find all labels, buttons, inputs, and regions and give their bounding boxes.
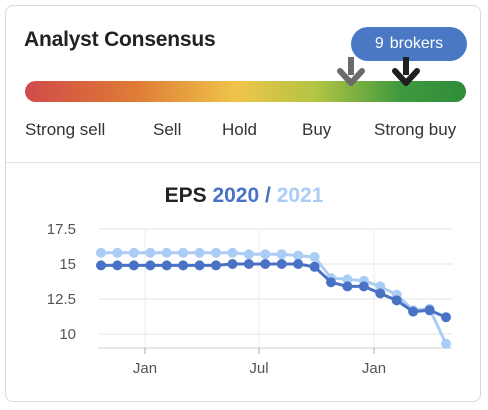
data-point-2021 — [276, 249, 287, 260]
data-point-2020 — [227, 259, 238, 269]
x-tick-label: Jul — [249, 360, 268, 377]
x-tick-label: Jan — [362, 360, 386, 377]
eps-title-separator: / — [259, 184, 277, 207]
y-tick-label: 10 — [59, 326, 76, 343]
data-point-2020 — [441, 312, 451, 323]
data-point-2020 — [358, 281, 369, 292]
data-point-2021 — [145, 247, 156, 258]
brokers-count: 9 — [374, 35, 384, 52]
brokers-label: brokers — [389, 35, 444, 52]
data-point-2020 — [128, 260, 139, 271]
y-tick-label: 17.5 — [47, 221, 76, 238]
data-point-2020 — [391, 295, 402, 306]
rating-label-sell: Sell — [153, 120, 182, 139]
brokers-badge[interactable]: 9 brokers — [351, 27, 467, 61]
current-rating-arrow-icon — [391, 55, 421, 89]
data-point-2020 — [375, 288, 386, 299]
previous-rating-arrow-icon — [336, 55, 366, 89]
data-point-2020 — [408, 306, 419, 317]
data-point-2021 — [243, 249, 254, 260]
data-point-2021 — [178, 247, 189, 258]
data-point-2020 — [194, 260, 205, 271]
data-point-2020 — [293, 259, 304, 269]
data-point-2021 — [227, 247, 238, 258]
data-point-2021 — [260, 249, 271, 260]
eps-year-2020[interactable]: 2020 — [212, 184, 260, 207]
data-point-2020 — [112, 260, 123, 271]
data-point-2020 — [96, 260, 106, 271]
y-tick-label: 15 — [59, 256, 76, 273]
eps-chart-title: EPS 2020 / 2021 — [0, 184, 488, 208]
data-point-2020 — [178, 260, 189, 271]
data-point-2020 — [326, 277, 336, 288]
data-point-2021 — [128, 247, 139, 258]
data-point-2021 — [211, 247, 221, 258]
data-point-2020 — [161, 260, 172, 271]
data-point-2021 — [441, 338, 451, 349]
data-point-2020 — [424, 305, 435, 316]
series-line-2020 — [99, 262, 448, 319]
data-point-2021 — [161, 247, 172, 258]
card-title: Analyst Consensus — [24, 28, 216, 51]
data-point-2021 — [293, 250, 304, 261]
rating-label-strong-buy: Strong buy — [374, 120, 457, 139]
data-point-2021 — [96, 247, 106, 258]
eps-year-2021[interactable]: 2021 — [276, 184, 324, 207]
data-point-2021 — [309, 252, 320, 262]
data-point-2021 — [375, 281, 386, 292]
data-point-2020 — [211, 260, 221, 271]
data-point-2020 — [145, 260, 156, 271]
data-point-2021 — [342, 274, 353, 285]
section-divider — [6, 162, 480, 163]
data-point-2021 — [194, 247, 205, 258]
x-tick-label: Jan — [133, 360, 157, 377]
rating-label-strong-sell: Strong sell — [25, 120, 106, 139]
rating-label-hold: Hold — [222, 120, 257, 139]
series-line-2021 — [99, 251, 448, 346]
data-point-2020 — [260, 259, 271, 269]
data-point-2020 — [342, 281, 353, 292]
data-point-2020 — [309, 261, 320, 272]
analyst-consensus-card — [5, 5, 481, 402]
rating-label-buy: Buy — [302, 120, 332, 139]
data-point-2020 — [276, 259, 287, 269]
data-point-2020 — [243, 259, 254, 269]
eps-title-prefix: EPS — [164, 184, 207, 207]
rating-gradient-bar — [25, 81, 466, 102]
data-point-2021 — [112, 247, 123, 258]
y-tick-label: 12.5 — [47, 291, 76, 308]
